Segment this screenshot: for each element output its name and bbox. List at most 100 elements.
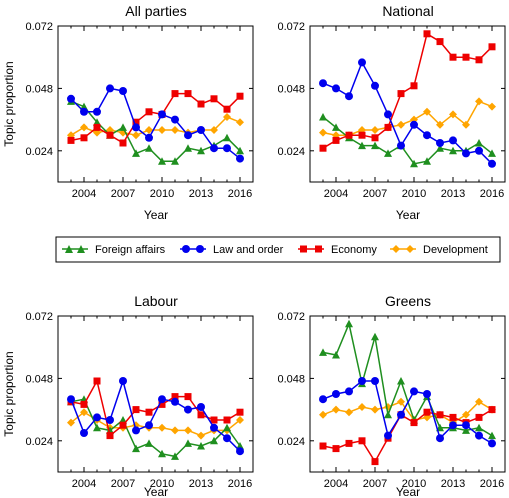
axes-ticks: 0.024 0.048 0.072 2004 2007 2010 2013 2016 [25, 21, 254, 200]
economy-point [319, 144, 327, 152]
economy-point [223, 105, 231, 113]
foreign-affairs-point [132, 444, 140, 453]
economy-point [410, 82, 418, 90]
panel-title: Labour [134, 293, 178, 309]
economy-point [223, 416, 231, 424]
series-economy [67, 377, 244, 440]
law-and-order-point [449, 421, 457, 430]
economy-point [371, 134, 379, 142]
foreign-affairs-point [210, 436, 218, 445]
economy-point [236, 92, 244, 100]
development-point [236, 118, 244, 127]
law-and-order-point [119, 377, 127, 385]
law-and-order-point [358, 58, 366, 67]
development-point [475, 397, 483, 406]
development-point [319, 128, 327, 137]
foreign-affairs-point [488, 149, 496, 157]
development-point [475, 97, 483, 106]
economy-point [119, 421, 127, 429]
panel-title: All parties [125, 3, 186, 19]
foreign-affairs-point [345, 319, 353, 328]
x-tick-label: 2007 [111, 188, 135, 200]
series-foreign-affairs [319, 113, 496, 168]
economy-point [93, 377, 101, 385]
series-line-foreign-affairs [322, 321, 493, 437]
law-and-order-point [67, 94, 75, 103]
economy-point [210, 95, 218, 103]
law-and-order-point [436, 139, 444, 147]
law-and-order-point [384, 431, 392, 440]
development-point [80, 123, 88, 132]
law-and-order-point [158, 110, 166, 119]
circle-marker-icon [182, 245, 190, 253]
foreign-affairs-point [80, 102, 88, 111]
y-tick-label: 0.048 [25, 373, 53, 385]
economy-point [93, 123, 101, 131]
series-law-and-order [67, 377, 244, 456]
economy-point [210, 416, 218, 424]
y-tick-label: 0.048 [277, 83, 305, 95]
law-and-order-point [184, 405, 192, 414]
foreign-affairs-point [106, 426, 114, 434]
development-point [332, 405, 340, 414]
series-law-and-order [319, 58, 496, 168]
foreign-affairs-point [171, 157, 179, 165]
legend-box [55, 236, 501, 263]
law-and-order-point [171, 397, 179, 406]
plot-frame [309, 25, 506, 183]
foreign-affairs-point [223, 423, 231, 432]
economy-point [197, 411, 205, 419]
economy-point [449, 413, 457, 421]
law-and-order-point [132, 123, 140, 132]
series-group [67, 84, 244, 165]
panel-greens: Greens Year 0.024 0.048 0.072 2004 2007 2010 2… [277, 293, 506, 498]
foreign-affairs-point [410, 159, 418, 168]
foreign-affairs-point [171, 452, 179, 460]
law-and-order-point [436, 434, 444, 443]
development-point [132, 131, 140, 140]
x-tick-label: 2016 [480, 188, 504, 200]
foreign-affairs-point [371, 141, 379, 150]
legend-item-foreign-affairs: Foreign affairs [62, 244, 166, 256]
y-tick-label: 0.024 [25, 436, 53, 448]
economy-point [106, 131, 114, 139]
x-tick-label: 2007 [363, 188, 387, 200]
law-and-order-point [371, 377, 379, 385]
development-point [358, 403, 366, 411]
panel-labour: Labour Topic proportion Year 0.0240.0480… [2, 293, 254, 498]
law-and-order-point [332, 84, 340, 93]
development-point [449, 110, 457, 119]
economy-point [449, 53, 457, 61]
development-point [345, 408, 353, 417]
panel-title: National [382, 3, 433, 19]
series-group [319, 30, 496, 168]
series-economy [319, 30, 496, 152]
x-tick-label: 2007 [111, 478, 135, 490]
development-point [462, 120, 470, 129]
x-tick-label: 2013 [189, 478, 213, 490]
foreign-affairs-point [184, 439, 192, 447]
law-and-order-point [236, 154, 244, 163]
x-axis-label: Year [396, 208, 420, 222]
y-tick-label: 0.024 [277, 146, 305, 158]
law-and-order-point [423, 131, 431, 140]
development-point [371, 126, 379, 134]
foreign-affairs-point [475, 139, 483, 147]
development-point [397, 120, 405, 129]
x-tick-label: 2013 [441, 478, 465, 490]
foreign-affairs-point [397, 377, 405, 385]
foreign-affairs-point [223, 133, 231, 142]
economy-point [345, 131, 353, 139]
series-group [67, 377, 244, 460]
foreign-affairs-point [197, 146, 205, 155]
law-and-order-point [67, 395, 75, 404]
economy-point [80, 134, 88, 142]
law-and-order-point [319, 395, 327, 404]
x-tick-label: 2010 [402, 188, 426, 200]
foreign-affairs-point [488, 431, 496, 440]
economy-point [488, 43, 496, 51]
diamond-marker-icon [392, 245, 400, 253]
law-and-order-point [358, 377, 366, 385]
legend-label: Economy [331, 244, 377, 256]
economy-point [475, 413, 483, 421]
